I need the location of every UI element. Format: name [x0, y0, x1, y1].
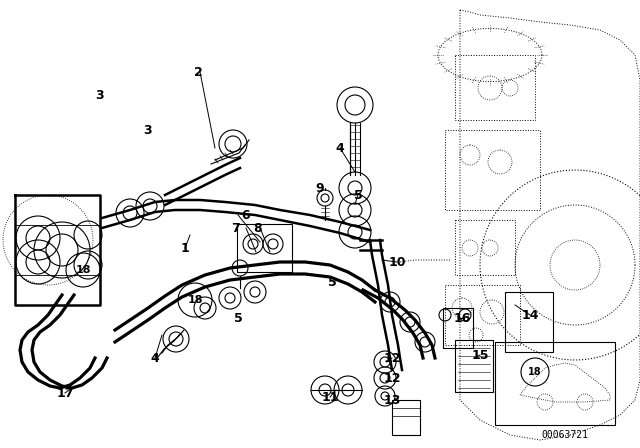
Bar — [495, 342, 615, 425]
Text: 12: 12 — [383, 352, 401, 365]
Bar — [505, 292, 553, 352]
Text: 9: 9 — [316, 181, 324, 194]
Text: 5: 5 — [328, 276, 337, 289]
Text: 18: 18 — [76, 265, 91, 275]
Text: 3: 3 — [96, 89, 104, 102]
Text: 18: 18 — [188, 295, 203, 305]
Text: 5: 5 — [234, 311, 243, 324]
Text: 5: 5 — [354, 189, 362, 202]
Text: 8: 8 — [253, 221, 262, 234]
Bar — [445, 285, 520, 345]
Bar — [392, 400, 420, 435]
Text: 11: 11 — [321, 391, 339, 404]
Text: 18: 18 — [528, 367, 542, 377]
Text: 1: 1 — [180, 241, 189, 254]
Text: 6: 6 — [242, 208, 250, 221]
Text: 10: 10 — [388, 255, 406, 268]
Text: 17: 17 — [56, 387, 74, 400]
Text: 7: 7 — [232, 221, 241, 234]
Text: 13: 13 — [383, 393, 401, 406]
Text: 00063721: 00063721 — [541, 430, 589, 440]
Text: 2: 2 — [194, 65, 202, 78]
Text: 15: 15 — [471, 349, 489, 362]
Text: 14: 14 — [521, 309, 539, 322]
Bar — [455, 220, 515, 275]
Text: 4: 4 — [335, 142, 344, 155]
Bar — [455, 340, 493, 392]
Text: 12: 12 — [383, 371, 401, 384]
Text: 3: 3 — [144, 124, 152, 137]
Bar — [455, 55, 535, 120]
Bar — [445, 130, 540, 210]
Text: 16: 16 — [453, 311, 470, 324]
Bar — [443, 308, 473, 348]
Bar — [237, 224, 292, 272]
Text: 4: 4 — [150, 352, 159, 365]
